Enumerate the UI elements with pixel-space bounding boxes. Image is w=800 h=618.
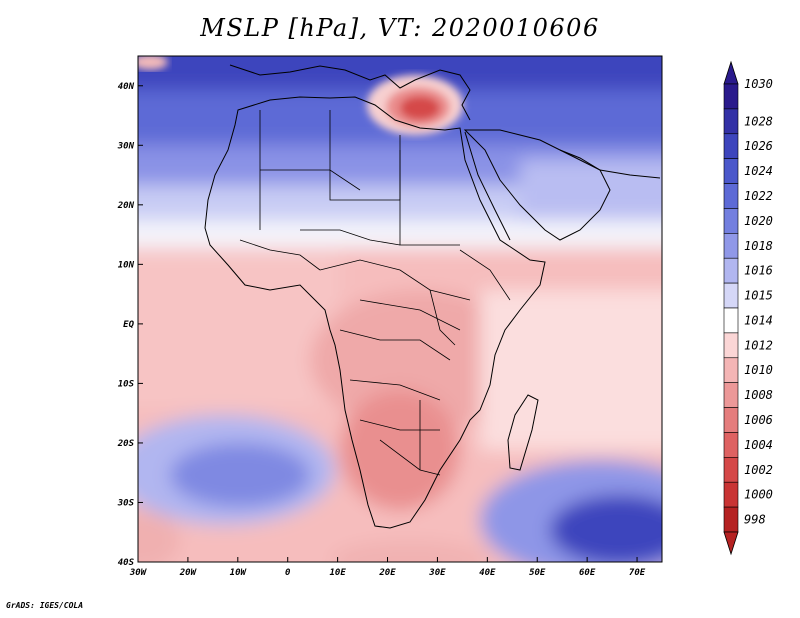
plot-title: MSLP [hPa], VT: 2020010606	[200, 14, 600, 42]
lon-tick-label: 60E	[579, 568, 596, 578]
colorbar-label: 1014	[744, 313, 773, 327]
colorbar-label: 1018	[744, 239, 773, 253]
colorbar-swatch	[723, 183, 739, 209]
colorbar-label: 998	[744, 513, 766, 527]
colorbar-swatch	[723, 133, 739, 159]
colorbar-label: 1028	[744, 114, 773, 128]
colorbar-swatch	[723, 432, 739, 458]
mediterranean-low	[367, 75, 463, 135]
lon-tick-label: 70E	[629, 568, 646, 578]
colorbar-swatch	[723, 282, 739, 309]
colorbar-label: 1015	[744, 289, 773, 303]
lat-tick-label: 10S	[118, 379, 135, 389]
africa-coastline	[204, 96, 546, 529]
colorbar-label: 1006	[744, 413, 773, 427]
lon-tick-label: 30W	[129, 568, 148, 578]
lon-tick-label: 20W	[179, 568, 198, 578]
europe-coastline	[229, 64, 471, 121]
colorbar-lower-arrow	[723, 531, 739, 556]
latitude-ticks: 40N 30N 20N 10N EQ 10S 20S 30S 40S	[117, 82, 143, 568]
lon-tick-label: 40E	[479, 568, 496, 578]
lat-tick-label: 20N	[117, 201, 135, 211]
lat-tick-label: EQ	[123, 320, 134, 330]
colorbar-swatch	[723, 357, 739, 383]
lat-tick-label: 30N	[117, 141, 135, 151]
credit-text: GrADS: IGES/COLA	[6, 601, 84, 610]
colorbar-label: 1010	[744, 363, 773, 377]
lat-tick-label: 20S	[117, 439, 135, 449]
lon-tick-label: 20E	[378, 568, 396, 578]
colorbar-label: 1020	[744, 214, 773, 228]
lon-tick-label: 0	[285, 568, 291, 578]
longitude-ticks: 30W 20W 10W 0 10E 20E 30E 40E 50E 60E 70E	[129, 557, 646, 578]
lon-tick-label: 50E	[529, 568, 546, 578]
colorbar-swatch	[723, 233, 739, 259]
colorbar-label: 1004	[744, 438, 773, 452]
lat-tick-label: 40N	[118, 82, 135, 92]
colorbar-label: 1022	[744, 189, 773, 203]
arabia-coastline	[463, 129, 611, 241]
colorbar-swatch	[723, 307, 739, 334]
colorbar: 1030 1028 1026 1024 1022 1020 1018 1016 1015 1014…	[723, 60, 773, 556]
colorbar-swatch	[723, 506, 739, 533]
colorbar-upper-arrow	[723, 60, 739, 85]
colorbar-swatch	[723, 332, 739, 359]
colorbar-swatch	[723, 457, 739, 483]
lon-tick-label: 10W	[230, 568, 248, 578]
colorbar-swatch	[723, 257, 739, 284]
colorbar-swatch	[723, 382, 739, 408]
colorbar-label: 1016	[744, 264, 773, 278]
lat-tick-label: 30S	[117, 498, 135, 508]
colorbar-swatch	[723, 83, 739, 110]
colorbar-swatch	[723, 407, 739, 433]
colorbar-swatch	[723, 108, 739, 135]
lon-tick-label: 10E	[329, 568, 346, 578]
colorbar-label: 1026	[744, 139, 773, 153]
colorbar-label: 1002	[744, 463, 773, 477]
colorbar-label: 1000	[744, 488, 773, 502]
colorbar-swatch	[723, 158, 739, 184]
plot-frame	[137, 55, 663, 563]
colorbar-label: 1008	[744, 388, 773, 402]
lon-tick-label: 30E	[428, 568, 446, 578]
madagascar-coastline	[507, 394, 539, 471]
colorbar-label: 1024	[744, 164, 773, 178]
colorbar-swatch	[723, 208, 739, 234]
coastlines	[204, 64, 661, 529]
colorbar-label: 1012	[744, 338, 773, 352]
lat-tick-label: 40S	[118, 558, 135, 568]
country-borders	[239, 110, 511, 476]
lat-tick-label: 10N	[118, 260, 135, 270]
colorbar-swatch	[723, 481, 739, 508]
colorbar-label: 1030	[744, 77, 773, 91]
